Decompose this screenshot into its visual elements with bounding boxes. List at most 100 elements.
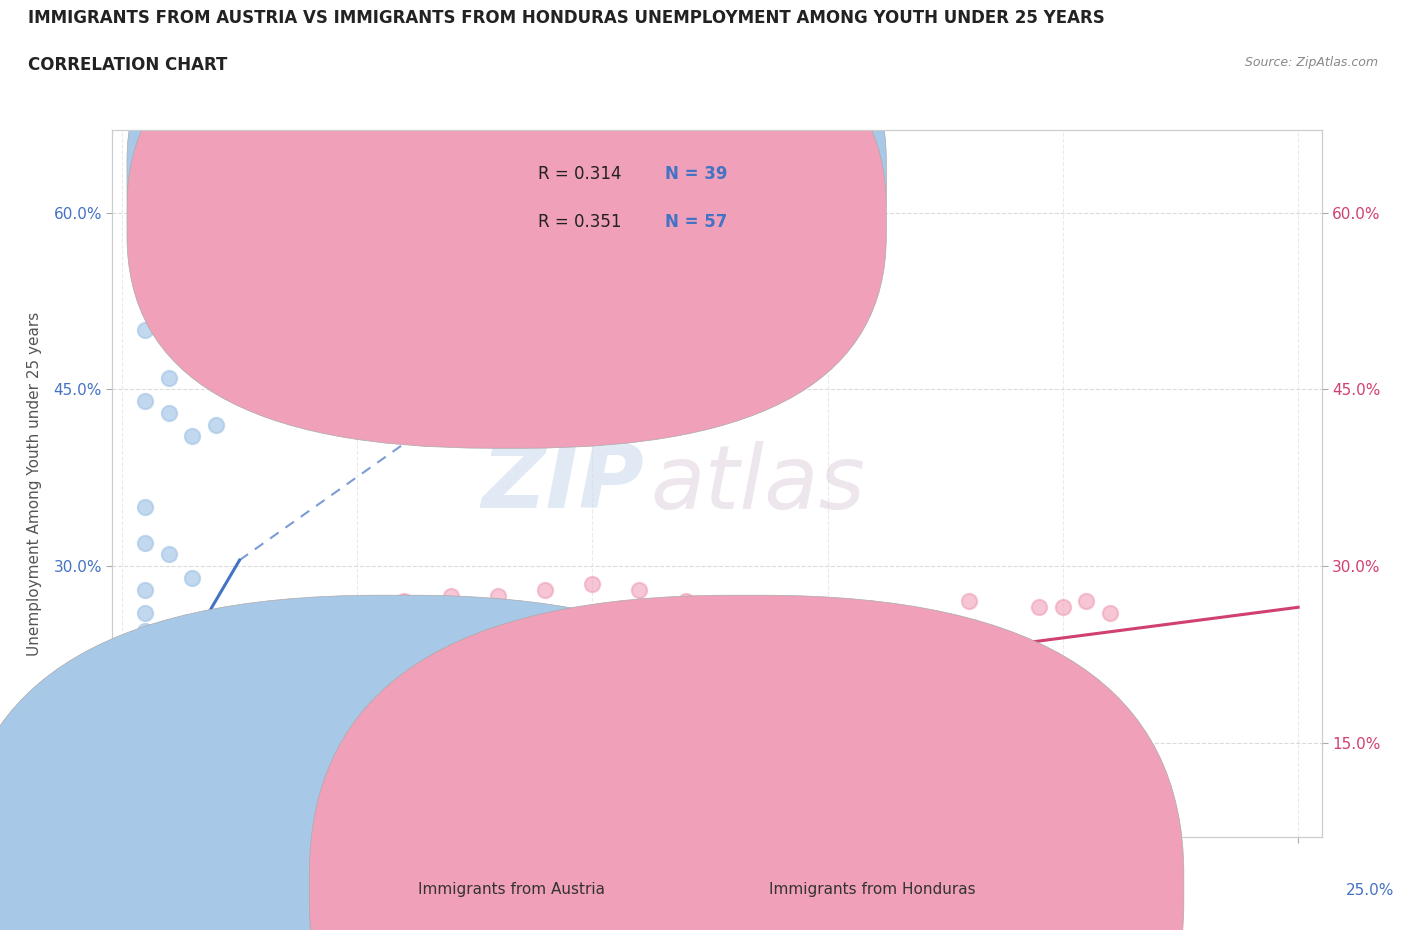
Point <box>440 694 463 709</box>
Point <box>134 741 156 756</box>
Point <box>134 816 156 830</box>
Point <box>205 724 228 738</box>
Point <box>157 405 180 420</box>
Point <box>134 582 156 597</box>
Point <box>134 323 156 338</box>
Point <box>134 794 156 809</box>
Point <box>981 824 1004 839</box>
Text: Immigrants from Austria: Immigrants from Austria <box>418 882 605 897</box>
FancyBboxPatch shape <box>0 595 832 930</box>
Point <box>299 718 322 733</box>
Text: ZIP: ZIP <box>482 440 644 527</box>
Text: Source: ZipAtlas.com: Source: ZipAtlas.com <box>1244 56 1378 69</box>
Text: 20.0%: 20.0% <box>1039 794 1087 810</box>
Point <box>157 370 180 385</box>
Point <box>581 577 603 591</box>
Point <box>205 711 228 726</box>
Point <box>1098 605 1121 620</box>
Point <box>534 747 557 762</box>
Point <box>134 676 156 691</box>
Text: N = 57: N = 57 <box>665 213 727 231</box>
Point <box>1028 600 1050 615</box>
Point <box>228 800 250 815</box>
Text: IMMIGRANTS FROM AUSTRIA VS IMMIGRANTS FROM HONDURAS UNEMPLOYMENT AMONG YOUTH UND: IMMIGRANTS FROM AUSTRIA VS IMMIGRANTS FR… <box>28 9 1105 27</box>
Point <box>863 759 886 774</box>
Point <box>957 764 980 779</box>
Point <box>134 782 156 797</box>
Text: 15.0%: 15.0% <box>803 794 852 810</box>
Point <box>134 736 156 751</box>
Point <box>252 718 274 733</box>
Point <box>440 588 463 603</box>
Text: R = 0.314: R = 0.314 <box>538 165 621 183</box>
Point <box>134 535 156 550</box>
FancyBboxPatch shape <box>127 0 886 403</box>
Point <box>534 683 557 698</box>
Point <box>157 711 180 726</box>
Text: 10.0%: 10.0% <box>568 794 617 810</box>
Point <box>252 729 274 744</box>
Point <box>675 287 697 302</box>
Point <box>1076 594 1098 609</box>
Text: CORRELATION CHART: CORRELATION CHART <box>28 56 228 73</box>
Point <box>581 676 603 691</box>
Point <box>957 594 980 609</box>
Point <box>769 605 792 620</box>
Point <box>134 499 156 514</box>
Point <box>134 706 156 721</box>
Text: N = 39: N = 39 <box>665 165 727 183</box>
Point <box>134 764 156 779</box>
Point <box>157 547 180 562</box>
Text: 25.0%: 25.0% <box>1346 883 1395 898</box>
Point <box>723 653 745 668</box>
Point <box>675 747 697 762</box>
Point <box>723 794 745 809</box>
Point <box>581 741 603 756</box>
Point <box>134 718 156 733</box>
Point <box>1052 600 1074 615</box>
Point <box>252 812 274 827</box>
Point <box>817 618 839 632</box>
Point <box>911 764 934 779</box>
Point <box>134 623 156 638</box>
Point <box>134 753 156 768</box>
Point <box>392 700 415 715</box>
FancyBboxPatch shape <box>127 0 886 448</box>
Point <box>675 658 697 673</box>
Point <box>299 605 322 620</box>
Point <box>817 623 839 638</box>
Point <box>723 600 745 615</box>
Point <box>675 594 697 609</box>
Point <box>1122 817 1144 832</box>
Point <box>628 747 651 762</box>
Point <box>1004 824 1026 839</box>
Point <box>392 594 415 609</box>
Y-axis label: Unemployment Among Youth under 25 years: Unemployment Among Youth under 25 years <box>28 312 42 656</box>
Text: 5.0%: 5.0% <box>337 794 377 810</box>
Point <box>817 759 839 774</box>
Point <box>181 570 204 585</box>
Point <box>675 794 697 809</box>
Point <box>134 812 156 827</box>
Point <box>346 600 368 615</box>
Text: 0.0%: 0.0% <box>103 805 141 820</box>
FancyBboxPatch shape <box>470 140 783 258</box>
Point <box>440 741 463 756</box>
Point <box>134 736 156 751</box>
Point <box>134 824 156 839</box>
Point <box>628 582 651 597</box>
Text: atlas: atlas <box>651 441 866 526</box>
Point <box>392 736 415 751</box>
Point <box>134 771 156 786</box>
Point <box>134 747 156 762</box>
Point <box>534 582 557 597</box>
Point <box>181 429 204 444</box>
Text: Immigrants from Honduras: Immigrants from Honduras <box>769 882 976 897</box>
Point <box>134 771 156 786</box>
Point <box>134 724 156 738</box>
Point <box>157 729 180 744</box>
Point <box>769 753 792 768</box>
Point <box>134 747 156 762</box>
Point <box>486 588 509 603</box>
Point <box>346 711 368 726</box>
